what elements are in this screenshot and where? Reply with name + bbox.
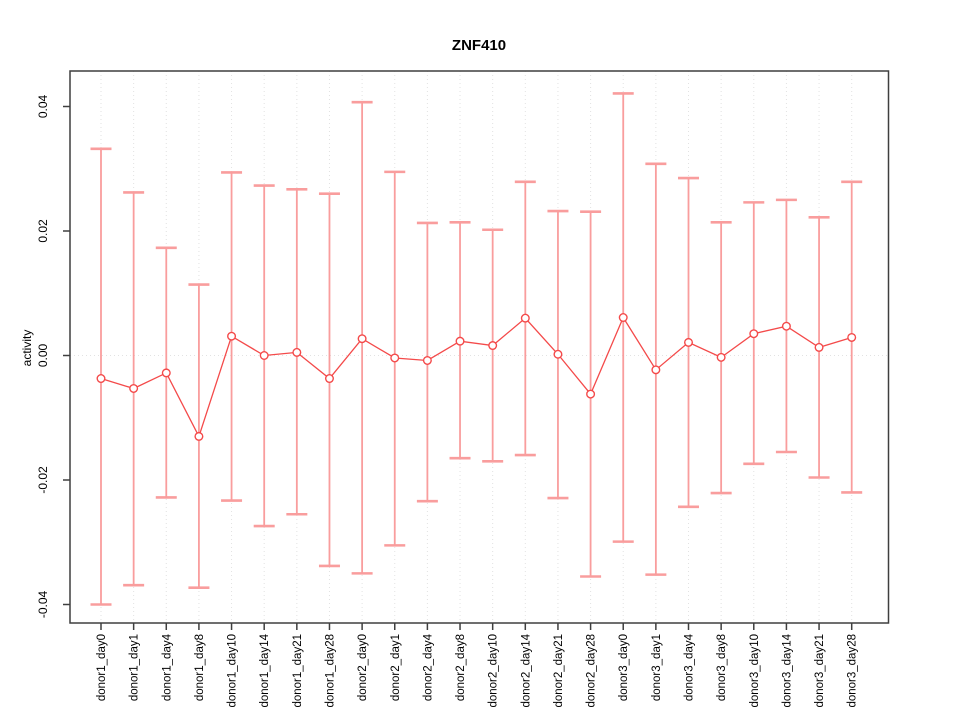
data-point (357, 334, 367, 344)
data-point (618, 313, 628, 323)
y-tick-label: 0.02 (36, 219, 50, 243)
plot-border (69, 70, 890, 624)
x-tick-label: donor3_day28 (847, 634, 859, 708)
x-tick-label: donor3_day10 (749, 634, 761, 708)
data-point (749, 329, 759, 339)
y-tick-label: -0.02 (36, 466, 50, 494)
series-line (100, 316, 852, 439)
data-point (194, 431, 204, 441)
data-point (227, 331, 237, 341)
data-point (781, 321, 791, 331)
x-tick-label: donor1_day1 (129, 634, 141, 701)
x-tick-label: donor2_day14 (520, 633, 532, 707)
x-tick-label: donor3_day0 (618, 634, 630, 701)
data-point (129, 383, 139, 393)
y-tick-label: 0.00 (36, 343, 50, 367)
x-tick-label: donor3_day8 (716, 634, 728, 701)
x-tick-label: donor2_day8 (455, 634, 467, 701)
x-tick-label: donor2_day0 (357, 634, 369, 701)
data-point (422, 355, 432, 365)
x-tick-label: donor2_day4 (422, 633, 434, 701)
data-point (324, 374, 334, 384)
data-point (684, 337, 694, 347)
y-tick-label: -0.04 (36, 591, 50, 619)
x-tick-label: donor3_day1 (651, 634, 663, 701)
x-tick-label: donor3_day4 (684, 633, 696, 701)
data-point (161, 368, 171, 378)
x-tick-label: donor1_day8 (194, 634, 206, 701)
data-point (455, 336, 465, 346)
chart-title: ZNF410 (451, 37, 507, 54)
data-point (259, 351, 269, 361)
data-point (488, 341, 498, 351)
data-point (651, 365, 661, 375)
x-tick-label: donor2_day1 (390, 634, 402, 701)
data-point (716, 352, 726, 362)
x-tick-label: donor1_day0 (96, 634, 108, 701)
x-tick-label: donor1_day10 (227, 634, 239, 708)
x-tick-label: donor2_day10 (488, 634, 500, 708)
x-tick-label: donor2_day28 (586, 634, 598, 708)
y-tick-label: 0.04 (36, 94, 50, 118)
x-tick-label: donor1_day28 (324, 634, 336, 708)
data-point (390, 353, 400, 363)
x-tick-label: donor3_day21 (814, 634, 826, 708)
data-point (814, 342, 824, 352)
data-point (553, 349, 563, 359)
data-point (520, 313, 530, 323)
data-point (96, 374, 106, 384)
x-tick-label: donor1_day4 (161, 633, 173, 701)
x-tick-label: donor3_day14 (781, 633, 793, 707)
x-tick-label: donor1_day14 (259, 633, 271, 707)
data-point (292, 347, 302, 357)
x-tick-label: donor2_day21 (553, 634, 565, 708)
x-tick-label: donor1_day21 (292, 634, 304, 708)
data-point (586, 389, 596, 399)
data-point (847, 332, 857, 342)
